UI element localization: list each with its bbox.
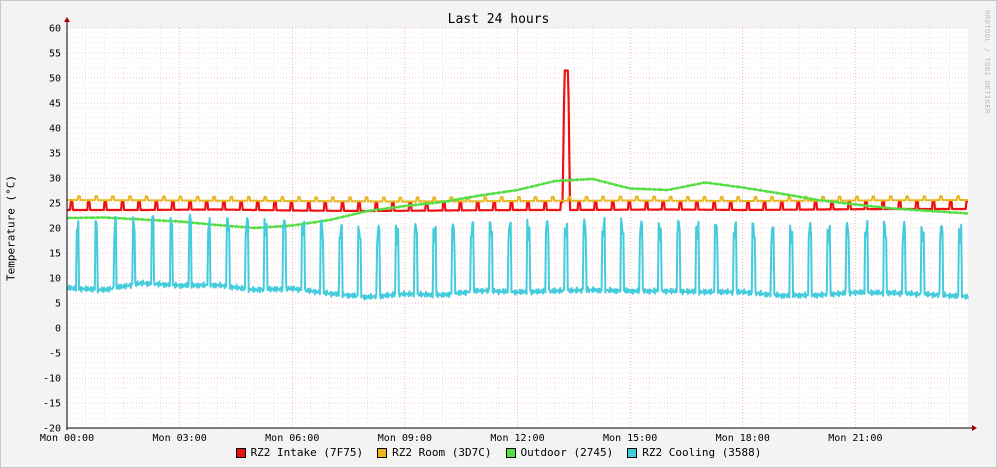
y-tick-label: 20 — [49, 224, 61, 235]
x-tick-label: Mon 03:00 — [153, 433, 207, 444]
x-axis-arrow — [972, 425, 977, 431]
y-axis-arrow — [64, 17, 70, 22]
x-tick-label: Mon 15:00 — [603, 433, 657, 444]
y-tick-label: 35 — [49, 149, 61, 160]
legend-swatch-outdoor — [505, 447, 516, 458]
legend-swatch-room — [377, 447, 388, 458]
legend-label-intake: RZ2 Intake (7F75) — [250, 446, 364, 459]
y-tick-label: 25 — [49, 199, 61, 210]
y-tick-label: 55 — [49, 49, 61, 60]
legend-swatch-intake — [235, 447, 246, 458]
y-tick-label: 50 — [49, 74, 61, 85]
y-tick-label: -20 — [43, 424, 61, 435]
y-tick-label: 30 — [49, 174, 61, 185]
y-tick-label: 15 — [49, 249, 61, 260]
series-line-intake — [66, 69, 969, 213]
y-tick-label: -10 — [43, 374, 61, 385]
x-tick-label: Mon 00:00 — [40, 433, 94, 444]
y-tick-label: 40 — [49, 124, 61, 135]
legend-swatch-cooling — [627, 447, 638, 458]
legend: RZ2 Intake (7F75) RZ2 Room (3D7C) Outdoo… — [0, 446, 997, 459]
legend-item-cooling: RZ2 Cooling (3588) — [627, 446, 761, 459]
legend-item-outdoor: Outdoor (2745) — [505, 446, 614, 459]
x-tick-label: Mon 12:00 — [490, 433, 544, 444]
y-tick-label: -5 — [49, 349, 61, 360]
legend-item-room: RZ2 Room (3D7C) — [377, 446, 492, 459]
y-axis-label: Temperature (°C) — [4, 175, 18, 281]
legend-label-outdoor: Outdoor (2745) — [520, 446, 614, 459]
legend-label-room: RZ2 Room (3D7C) — [392, 446, 492, 459]
rrdtool-watermark: RRDTOOL / TOBI OETIKER — [983, 10, 991, 114]
chart-title: Last 24 hours — [447, 12, 550, 27]
legend-label-cooling: RZ2 Cooling (3588) — [642, 446, 762, 459]
y-tick-label: 45 — [49, 99, 61, 110]
legend-item-intake: RZ2 Intake (7F75) — [235, 446, 364, 459]
y-tick-label: 10 — [49, 274, 61, 285]
y-tick-label: 5 — [55, 299, 61, 310]
y-tick-label: 0 — [55, 324, 61, 335]
series-line-outdoor — [66, 177, 969, 230]
y-tick-label: 60 — [49, 24, 61, 35]
x-tick-label: Mon 09:00 — [378, 433, 432, 444]
x-tick-label: Mon 18:00 — [716, 433, 770, 444]
y-tick-label: -15 — [43, 399, 61, 410]
x-tick-label: Mon 21:00 — [828, 433, 882, 444]
x-tick-label: Mon 06:00 — [265, 433, 319, 444]
series-line-cooling — [66, 213, 969, 301]
